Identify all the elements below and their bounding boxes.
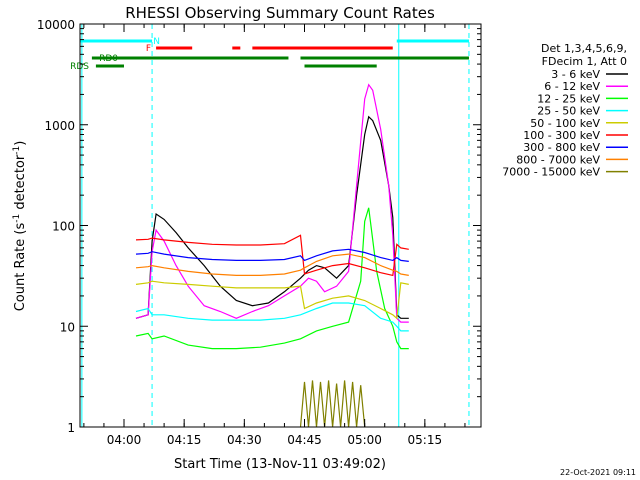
chart-title: RHESSI Observing Summary Count Rates <box>125 4 435 22</box>
legend-label-25-50-kev: 25 - 50 keV <box>537 105 600 118</box>
legend-label-50-100-kev: 50 - 100 keV <box>530 117 600 130</box>
series-line-100-300-kev <box>135 234 409 277</box>
x-tick-label-0: 04:00 <box>107 433 142 447</box>
legend-header-detectors: Det 1,3,4,5,6,9, <box>541 42 627 55</box>
y-axis-label-main: Count Rate (s <box>13 223 28 312</box>
x-tick-label-1: 04:15 <box>167 433 202 447</box>
flag-label-n: N <box>153 37 160 47</box>
y-tick-label-4: 10000 <box>37 18 75 32</box>
legend: Det 1,3,4,5,6,9, FDecim 1, Att 0 3 - 6 k… <box>502 42 628 179</box>
y-axis-label-end: ) <box>13 141 28 146</box>
legend-label-300-800-kev: 300 - 800 keV <box>523 141 600 154</box>
series-line-300-800-kev <box>135 248 409 262</box>
y-axis-label-sup-2: -1 <box>12 146 22 155</box>
flag-label-rd0: RD0 <box>99 54 118 64</box>
x-tick-label-4: 05:00 <box>347 433 382 447</box>
series-line-3-6-kev <box>135 115 409 319</box>
x-tick-label-5: 05:15 <box>408 433 443 447</box>
legend-label-12-25-kev: 12 - 25 keV <box>537 92 600 105</box>
series-line-800-7000-kev <box>135 253 409 276</box>
legend-label-6-12-kev: 6 - 12 keV <box>544 80 600 93</box>
y-axis-label: Count Rate (s-1 detector-1) <box>12 141 28 312</box>
flag-label-f: F <box>146 44 151 54</box>
legend-label-800-7000-kev: 800 - 7000 keV <box>516 153 600 166</box>
series-line-50-100-kev <box>135 280 409 320</box>
series-line-25-50-kev <box>135 302 409 332</box>
x-tick-label-2: 04:30 <box>227 433 262 447</box>
y-axis: 1 10 100 1000 10000 <box>37 18 481 435</box>
legend-label-3-6-kev: 3 - 6 keV <box>551 68 600 81</box>
legend-label-7000-15000-kev: 7000 - 15000 keV <box>502 166 600 179</box>
y-tick-label-2: 100 <box>52 220 75 234</box>
series-line-6-12-kev <box>135 83 409 323</box>
y-tick-label-0: 1 <box>67 421 75 435</box>
footer-date: 22-Oct-2021 09:11 <box>560 468 636 477</box>
y-tick-label-1: 10 <box>60 320 75 334</box>
legend-label-100-300-kev: 100 - 300 keV <box>523 129 600 142</box>
x-axis-label: Start Time (13-Nov-11 03:49:02) <box>174 457 386 472</box>
y-axis-label-sup-1: -1 <box>12 214 22 223</box>
y-tick-label-3: 1000 <box>44 119 75 133</box>
y-axis-label-tail: detector <box>13 154 28 214</box>
series-line-12-25-kev <box>135 207 409 350</box>
legend-header-decimation: FDecim 1, Att 0 <box>542 55 627 68</box>
x-tick-label-3: 04:45 <box>287 433 322 447</box>
x-axis: 04:00 04:15 04:30 04:45 05:00 05:15 <box>83 24 466 447</box>
